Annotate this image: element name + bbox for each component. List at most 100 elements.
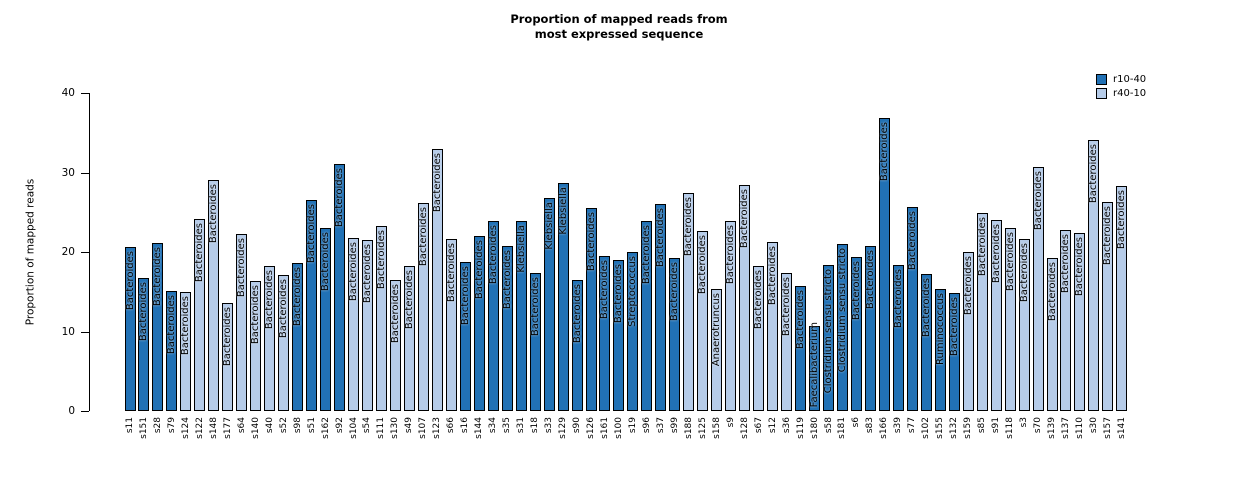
bar-s58: Clostridium sensu stricto bbox=[823, 264, 834, 411]
x-tick-label: s102 bbox=[921, 417, 932, 439]
x-tick-label: s110 bbox=[1074, 417, 1085, 439]
bar-taxon-label: Bacteroides bbox=[641, 224, 653, 285]
bar-taxon-label: Bacteroides bbox=[278, 279, 290, 339]
bar-s102: Bacteroides bbox=[920, 274, 932, 411]
bar-taxon-label: Bacteroides bbox=[194, 222, 206, 282]
x-tick-label: s157 bbox=[1102, 417, 1113, 439]
bar-taxon-label: Bacteroides bbox=[906, 211, 918, 271]
bar-taxon-label: Bacteroides bbox=[431, 153, 443, 213]
bar-s83: Bacteroides bbox=[864, 246, 876, 411]
x-tick-label: s132 bbox=[949, 417, 960, 439]
x-tick-label: s85 bbox=[977, 417, 988, 434]
bar-taxon-label: Bacteroides bbox=[222, 306, 234, 366]
bar-taxon-label: Bacteroides bbox=[920, 278, 932, 338]
bar-taxon-label: Clostridium sensu stricto bbox=[823, 268, 834, 393]
x-tick-label: s126 bbox=[586, 417, 596, 439]
x-tick-label: s118 bbox=[1005, 417, 1016, 439]
bar-taxon-label: Bacteroides bbox=[892, 268, 904, 328]
bar-s126: Bacteroides bbox=[585, 208, 597, 411]
x-tick-label: s40 bbox=[264, 417, 275, 434]
bar-taxon-label: Faecalibacterium bbox=[809, 322, 821, 408]
x-tick-label: s30 bbox=[1088, 417, 1099, 434]
bar-taxon-label: Klebsiella bbox=[543, 201, 555, 250]
bar-s107: Bacteroides bbox=[417, 202, 429, 411]
bar-s36: Bacteroides bbox=[781, 272, 793, 411]
x-tick-label: s36 bbox=[781, 417, 792, 434]
bar-s33: Klebsiella bbox=[543, 197, 555, 411]
bar-s67: Bacteroides bbox=[753, 265, 765, 411]
legend-swatch-r10-40 bbox=[1096, 74, 1107, 85]
bar-taxon-label: Bacteroides bbox=[124, 251, 136, 311]
legend-item-r40-10: r40-10 bbox=[1096, 88, 1146, 99]
bar-taxon-label: Bacteroides bbox=[753, 269, 765, 329]
y-tick bbox=[81, 93, 89, 94]
bar-taxon-label: Bacteroides bbox=[599, 259, 611, 320]
y-tick bbox=[81, 252, 89, 253]
bar-taxon-label: Klebsiella bbox=[557, 186, 569, 235]
x-tick-label: s64 bbox=[236, 417, 247, 434]
bar-taxon-label: Bacteroides bbox=[1116, 190, 1128, 250]
x-tick-label: s19 bbox=[627, 417, 638, 434]
bar-taxon-label: Bacteroides bbox=[683, 197, 695, 257]
bar-s54: Bacteroides bbox=[361, 240, 373, 411]
bar-s162: Bacteroides bbox=[320, 228, 332, 411]
x-tick-label: s70 bbox=[1033, 417, 1044, 434]
y-tick-label: 10 bbox=[61, 325, 75, 338]
x-tick-label: s58 bbox=[823, 417, 834, 434]
x-tick-label: s144 bbox=[474, 417, 485, 439]
bar-s77: Bacteroides bbox=[906, 207, 918, 411]
bar-taxon-label: Bacteroides bbox=[473, 240, 485, 300]
legend-swatch-r40-10 bbox=[1096, 88, 1107, 99]
bar-taxon-label: Bacteroides bbox=[501, 249, 513, 309]
bar-taxon-label: Ruminococcus bbox=[934, 293, 946, 366]
bar-taxon-label: Bacteroides bbox=[403, 270, 415, 330]
bar-s11: Bacteroides bbox=[124, 247, 136, 411]
x-tick-label: s11 bbox=[125, 417, 135, 434]
bar-s111: Bacteroides bbox=[375, 225, 387, 411]
x-tick-label: s158 bbox=[711, 417, 722, 439]
x-tick-label: s12 bbox=[767, 417, 778, 434]
bar-taxon-label: Bacteroides bbox=[781, 276, 793, 336]
bar-taxon-label: Bacteroides bbox=[850, 260, 862, 320]
bar-taxon-label: Bacteroides bbox=[1018, 243, 1030, 303]
bar-s91: Bacteroides bbox=[990, 220, 1002, 411]
bar-s123: Bacteroides bbox=[431, 149, 443, 411]
bar-taxon-label: Bacteroides bbox=[264, 269, 276, 329]
bar-s92: Bacteroides bbox=[334, 163, 346, 411]
x-tick-label: s54 bbox=[362, 417, 373, 434]
x-tick-label: s3 bbox=[1019, 417, 1030, 428]
bar-taxon-label: Bacteroides bbox=[152, 247, 164, 307]
bar-taxon-label: Bacteroides bbox=[571, 283, 583, 343]
bar-s66: Bacteroides bbox=[445, 239, 457, 411]
bar-taxon-label: Bacteroides bbox=[138, 282, 150, 342]
legend-label: r10-40 bbox=[1113, 74, 1147, 85]
bar-s130: Bacteroides bbox=[389, 279, 401, 411]
bar-taxon-label: Bacteroides bbox=[1088, 143, 1100, 203]
bar-taxon-label: Bacteroides bbox=[487, 224, 499, 285]
x-tick-label: s111 bbox=[376, 417, 387, 439]
bar-s19: Streptococcus bbox=[627, 252, 639, 411]
x-tick-label: s77 bbox=[907, 417, 918, 434]
bar-s98: Bacteroides bbox=[292, 263, 304, 411]
bar-s132: Bacteroides bbox=[948, 293, 960, 411]
bar-s139: Bacteroides bbox=[1046, 257, 1058, 411]
chart-title-line1: Proportion of mapped reads from bbox=[510, 12, 728, 26]
chart-title-line2: most expressed sequence bbox=[534, 27, 704, 41]
x-tick-label: s49 bbox=[404, 417, 415, 434]
bar-s128: Bacteroides bbox=[739, 185, 751, 411]
bar-taxon-label: Bacteroides bbox=[948, 297, 960, 357]
bar-s166: Bacteroides bbox=[878, 117, 890, 411]
bar-taxon-label: Bacteroides bbox=[529, 277, 541, 337]
y-tick bbox=[81, 172, 89, 174]
bar-s35: Bacteroides bbox=[501, 245, 513, 411]
y-tick bbox=[81, 331, 89, 333]
x-tick-label: s28 bbox=[152, 417, 163, 434]
x-tick-label: s16 bbox=[460, 417, 471, 434]
bar-s96: Bacteroides bbox=[641, 220, 653, 411]
x-tick-label: s151 bbox=[138, 417, 149, 439]
bar-taxon-label: Bacteroides bbox=[697, 235, 709, 295]
x-tick-label: s79 bbox=[166, 417, 177, 434]
bar-taxon-label: Bacteroides bbox=[739, 189, 751, 249]
bar-s137: Bacteroides bbox=[1060, 229, 1072, 411]
